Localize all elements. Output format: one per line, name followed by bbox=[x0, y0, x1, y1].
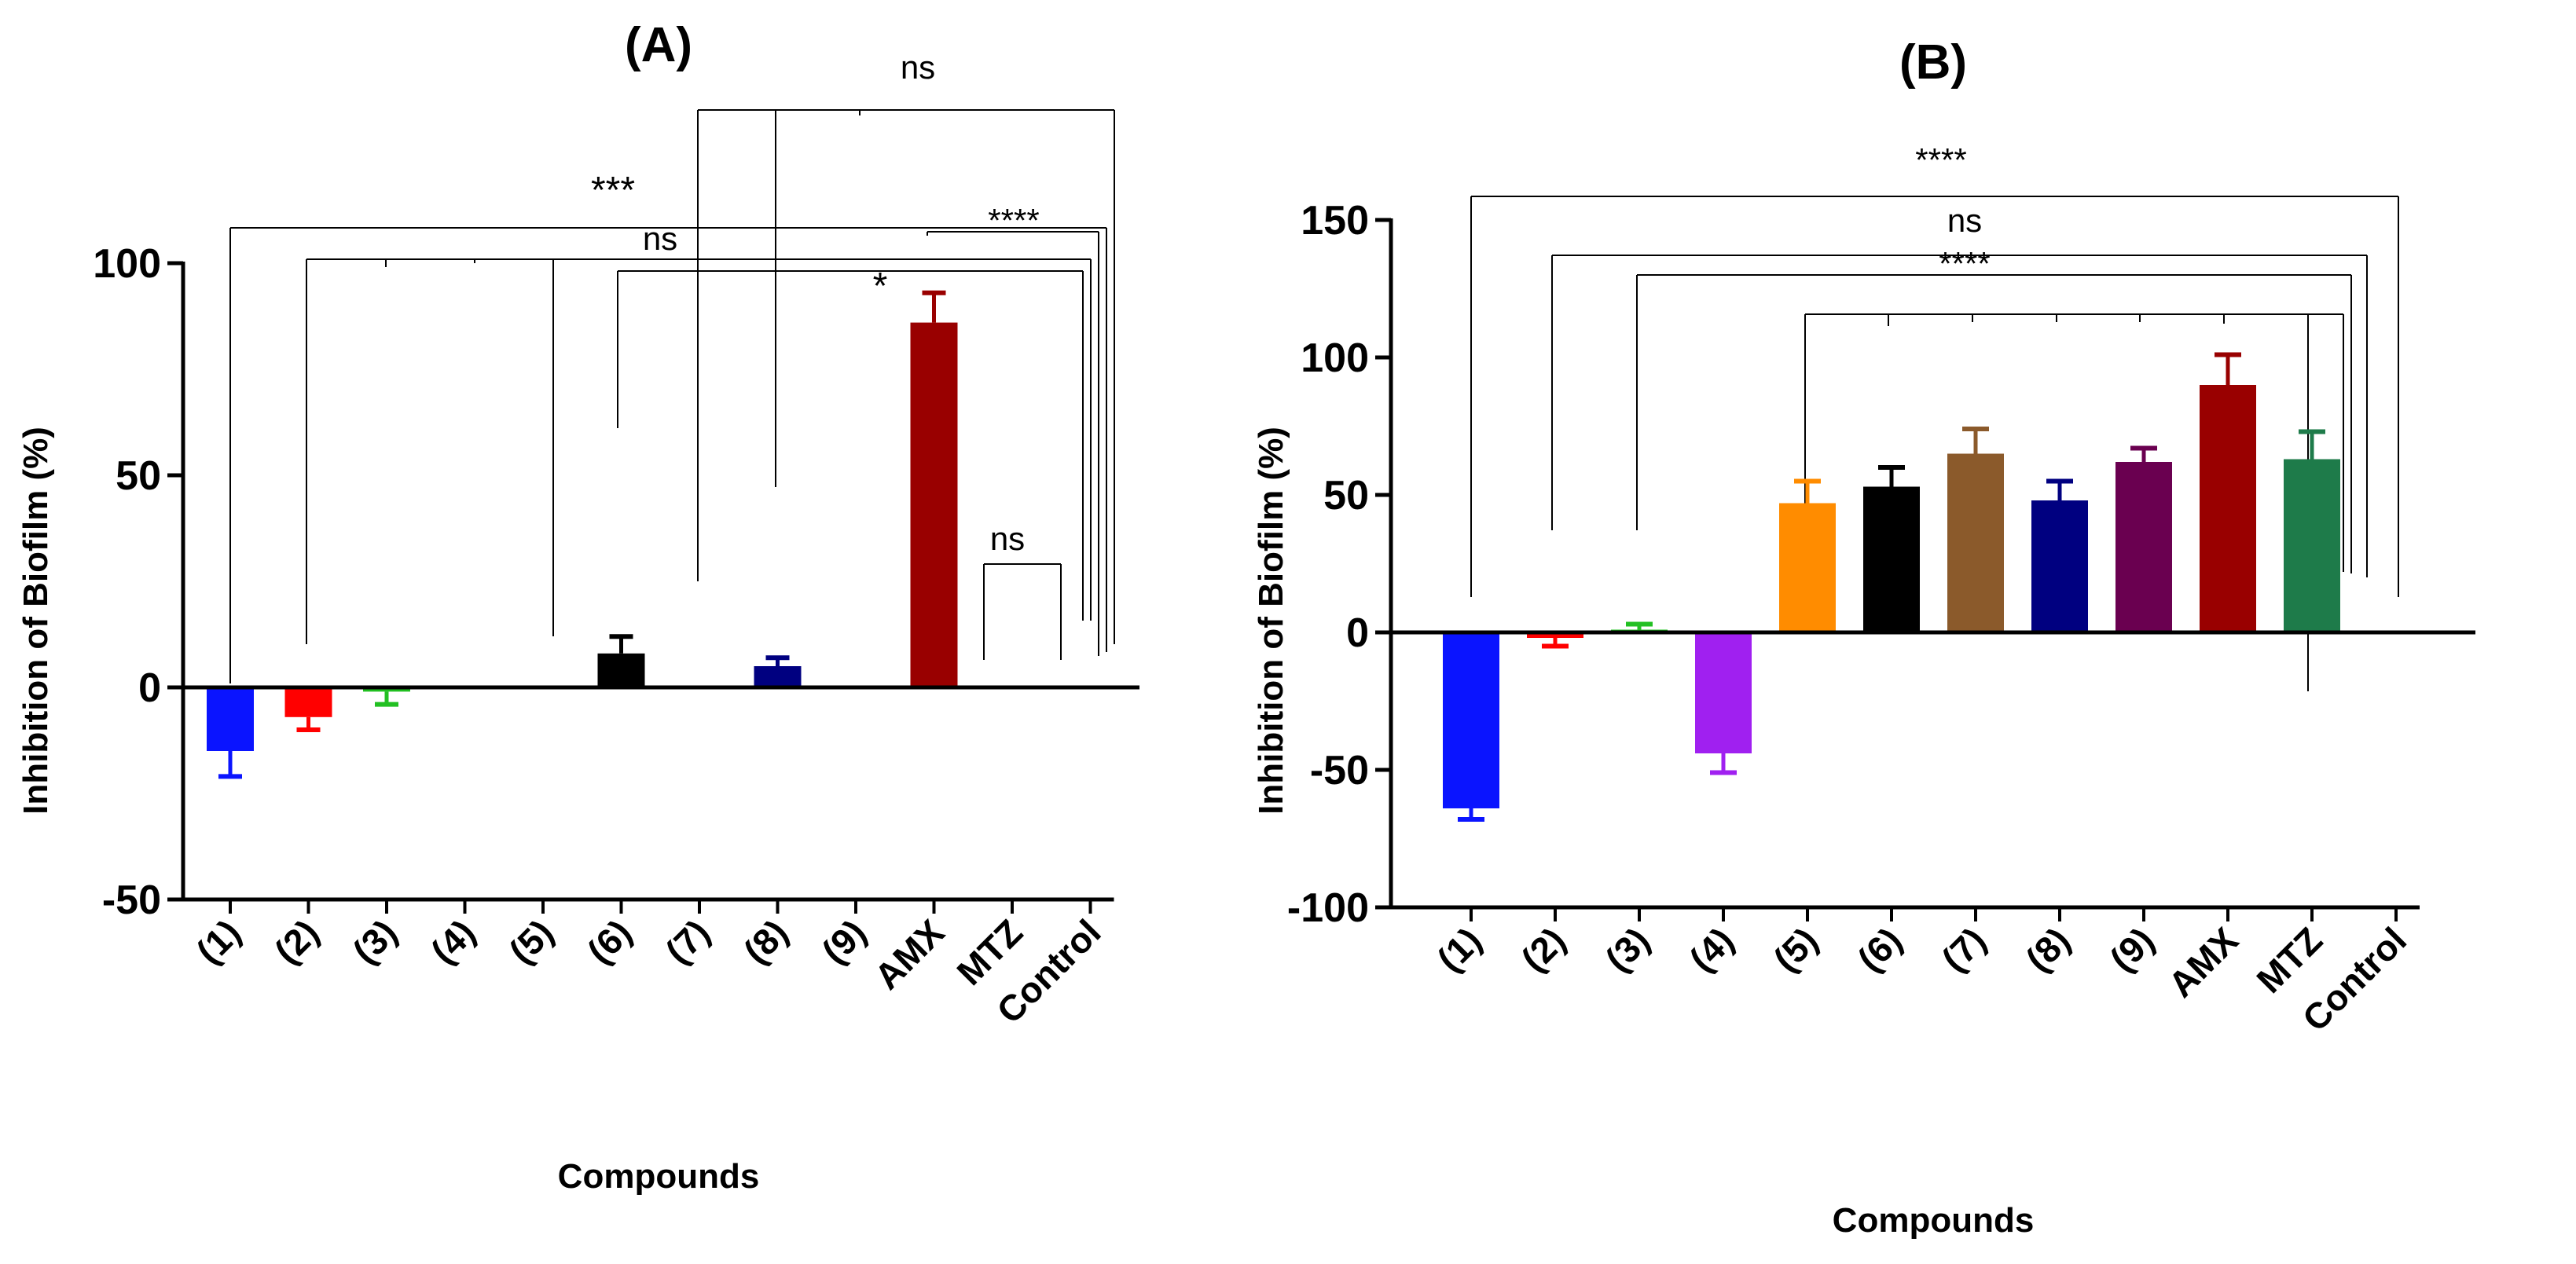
panel-a-category-label: AMX bbox=[867, 911, 952, 997]
panel-a-y-tick-label: 100 bbox=[93, 241, 161, 287]
panel-b-y-tick-label: 100 bbox=[1301, 335, 1369, 381]
panel-a-bar bbox=[284, 687, 332, 717]
panel-b-y-tick-label: 0 bbox=[1346, 610, 1369, 656]
panel-a-sig-label: **** bbox=[988, 202, 1039, 239]
panel-a-xlabel: Compounds bbox=[558, 1157, 760, 1196]
panel-a-title: (A) bbox=[625, 18, 692, 72]
panel-b-category-label: (4) bbox=[1682, 919, 1742, 980]
panel-b-y-tick-label: 150 bbox=[1301, 198, 1369, 244]
panel-b-bar bbox=[1443, 632, 1499, 808]
panel-a: (A) Compounds Inhibition of Biofilm (%) … bbox=[17, 18, 1139, 1196]
panel-a-y-tick-label: -50 bbox=[102, 877, 161, 923]
panel-b-y-tick-label: -100 bbox=[1287, 885, 1369, 931]
panel-b-bar bbox=[1527, 632, 1583, 638]
panel-a-y-tick-label: 50 bbox=[116, 453, 161, 499]
panel-b-sig-label: ns bbox=[1947, 202, 1982, 239]
panel-b-category-label: (6) bbox=[1850, 919, 1910, 980]
panel-b-y-tick-label: -50 bbox=[1310, 748, 1369, 793]
panel-b-category-label: (3) bbox=[1598, 919, 1658, 980]
panel-b-category-label: (7) bbox=[1934, 919, 1994, 980]
panel-a-category-label: (4) bbox=[423, 911, 483, 972]
panel-b-sig-label: **** bbox=[1939, 245, 1990, 282]
panel-a-plot: ns***ns *****ns(1) (2) (3) (4) (5) (6) (7) (8) (9… bbox=[93, 49, 1139, 1031]
panel-a-category-label: (6) bbox=[579, 911, 640, 972]
panel-a-sig-label: * bbox=[873, 266, 888, 307]
panel-b-category-label: (9) bbox=[2102, 919, 2163, 980]
panel-a-sig-label: ns bbox=[901, 49, 935, 86]
panel-b-y-tick-label: 50 bbox=[1323, 473, 1369, 518]
panel-a-bar bbox=[910, 322, 958, 687]
panel-b-title: (B) bbox=[1899, 35, 1967, 90]
panel-b-bar bbox=[2031, 500, 2088, 632]
panel-b-category-label: (8) bbox=[2018, 919, 2079, 980]
panel-b-sig-label: **** bbox=[1915, 141, 1966, 178]
panel-b-ylabel: Inhibition of Biofilm (%) bbox=[1252, 427, 1290, 815]
panel-a-category-label: (9) bbox=[814, 911, 875, 972]
panel-b-bar bbox=[1863, 486, 1920, 632]
panel-a-category-label: (1) bbox=[189, 911, 249, 972]
panel-b-bar bbox=[2284, 459, 2340, 632]
panel-b-category-label: AMX bbox=[2160, 919, 2246, 1005]
panel-a-sig-label: ns bbox=[643, 220, 677, 257]
panel-b-bar bbox=[2200, 385, 2256, 632]
panel-a-bar bbox=[754, 666, 802, 687]
panel-a-sig-label: *** bbox=[591, 170, 635, 211]
panel-a-category-label: (2) bbox=[266, 911, 327, 972]
panel-b-category-label: (5) bbox=[1766, 919, 1826, 980]
panel-b-category-label: (1) bbox=[1429, 919, 1490, 980]
panel-b: (B) Compounds Inhibition of Biofilm (%) … bbox=[1252, 35, 2475, 1240]
panel-a-category-label: (7) bbox=[658, 911, 718, 972]
panel-a-bar bbox=[207, 687, 254, 751]
panel-b-bar bbox=[2115, 462, 2172, 632]
panel-b-category-label: (2) bbox=[1514, 919, 1574, 980]
panel-a-bar bbox=[597, 653, 645, 687]
panel-b-bar bbox=[1947, 453, 2004, 632]
panel-b-xlabel: Compounds bbox=[1833, 1201, 2035, 1240]
panel-a-category-label: (8) bbox=[736, 911, 796, 972]
panel-a-category-label: (3) bbox=[345, 911, 405, 972]
panel-b-plot: **** ns **** (1) (2) (3) (4) (5) (6) (7) (8) (9)AMX… bbox=[1287, 141, 2475, 1039]
panel-b-bar bbox=[1779, 503, 1836, 632]
panel-a-bar bbox=[363, 687, 410, 692]
panel-a-ylabel: Inhibition of Biofilm (%) bbox=[17, 427, 55, 815]
panel-a-category-label: (5) bbox=[501, 911, 562, 972]
panel-a-sig-label: ns bbox=[990, 520, 1025, 557]
panel-b-bar bbox=[1695, 632, 1752, 753]
panel-a-y-tick-label: 0 bbox=[138, 665, 161, 711]
